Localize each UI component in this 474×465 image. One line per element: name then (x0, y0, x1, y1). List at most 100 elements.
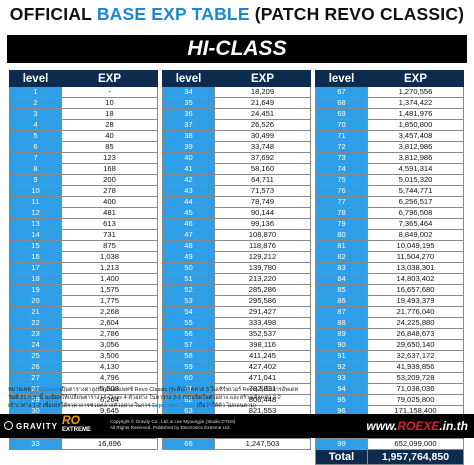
table-row: 21 2,268 (9, 306, 158, 318)
table-row: 15 875 (9, 240, 158, 252)
exp-cell: 24,451 (214, 108, 311, 120)
table-row: 56 352,537 (162, 328, 311, 340)
table-row: 41 58,160 (162, 163, 311, 175)
table-row: 29 6,264 (9, 394, 158, 406)
exp-cell: 1,374,422 (367, 97, 464, 109)
table-row: 68 1,374,422 (315, 97, 464, 109)
table-row: 16 1,038 (9, 251, 158, 263)
level-cell: 11 (9, 196, 62, 208)
level-cell: 9 (9, 174, 62, 186)
exp-cell: 24,225,880 (367, 317, 464, 329)
exp-cell: 1,213 (61, 262, 158, 274)
website-link[interactable]: www.ROEXE.in.th (366, 419, 468, 433)
exp-cell: 285,286 (214, 284, 311, 296)
exp-cell: 1,481,976 (367, 108, 464, 120)
level-cell: 90 (315, 339, 368, 351)
level-cell: 1 (9, 86, 62, 98)
exp-cell: 1,270,556 (367, 86, 464, 98)
exp-cell: 427,402 (214, 361, 311, 373)
table-header: level EXP (9, 70, 158, 87)
ro-extreme-logo: RO EXTREME (62, 414, 92, 434)
exp-table-col3: level EXP 67 1,270,556 68 1,374,422 69 1,481,… (315, 70, 464, 465)
exp-cell: 400 (61, 196, 158, 208)
exp-cell: 731 (61, 229, 158, 241)
table-row: 91 32,637,172 (315, 350, 464, 362)
table-row: 75 5,015,320 (315, 174, 464, 186)
exp-cell: 3,457,408 (367, 130, 464, 142)
level-cell: 86 (315, 295, 368, 307)
exp-cell: 6,264 (61, 394, 158, 406)
exp-cell: 40 (61, 130, 158, 142)
exp-cell: 200 (61, 174, 158, 186)
level-cell: 74 (315, 163, 368, 175)
table-row: 46 99,136 (162, 218, 311, 230)
table-row: 86 19,493,379 (315, 295, 464, 307)
table-row: 90 29,650,140 (315, 339, 464, 351)
level-cell: 7 (9, 152, 62, 164)
extreme-logo-text: EXTREME (62, 427, 92, 433)
exp-cell: 90,144 (214, 207, 311, 219)
table-row: 18 1,400 (9, 273, 158, 285)
exp-cell: 139,780 (214, 262, 311, 274)
exp-cell: 10 (61, 97, 158, 109)
level-cell: 26 (9, 361, 62, 373)
level-cell: 70 (315, 119, 368, 131)
table-row: 40 37,692 (162, 152, 311, 164)
table-row: 84 14,803,402 (315, 273, 464, 285)
table-row: 50 139,780 (162, 262, 311, 274)
exp-header: EXP (61, 70, 158, 87)
exp-cell: 21,649 (214, 97, 311, 109)
exp-cell: 2,604 (61, 317, 158, 329)
level-cell: 42 (162, 174, 215, 186)
gravity-logo: GRAVITY (4, 421, 58, 431)
level-header: level (315, 70, 368, 87)
level-cell: 53 (162, 295, 215, 307)
table-row: 9 200 (9, 174, 158, 186)
exp-cell: - (61, 86, 158, 98)
level-cell: 51 (162, 273, 215, 285)
exp-cell: 1,038 (61, 251, 158, 263)
exp-header: EXP (367, 70, 464, 87)
footnote: หมายเหตุ : Hi-Class เป็นตารางค่าสูงที่สุ… (8, 386, 468, 410)
table-row: 66 1,247,503 (162, 438, 311, 450)
table-row: 26 4,130 (9, 361, 158, 373)
table-row: 10 278 (9, 185, 158, 197)
table-row: 83 13,038,301 (315, 262, 464, 274)
exp-cell: 129,212 (214, 251, 311, 263)
level-cell: 99 (315, 438, 368, 450)
table-row: 71 3,457,408 (315, 130, 464, 142)
level-cell: 91 (315, 350, 368, 362)
table-row: 78 6,796,508 (315, 207, 464, 219)
table-row: 1- (9, 86, 158, 98)
exp-cell: 295,586 (214, 295, 311, 307)
gravity-logo-text: GRAVITY (16, 422, 58, 431)
level-cell: 23 (9, 328, 62, 340)
exp-cell: 6,256,517 (367, 196, 464, 208)
table-row: 57 398,116 (162, 339, 311, 351)
exp-cell: 3,812,986 (367, 152, 464, 164)
level-cell: 58 (162, 350, 215, 362)
level-cell: 10 (9, 185, 62, 197)
level-cell: 69 (315, 108, 368, 120)
level-cell: 5 (9, 130, 62, 142)
exp-cell: 19,493,379 (367, 295, 464, 307)
exp-cell: 33,748 (214, 141, 311, 153)
table-row: 19 1,575 (9, 284, 158, 296)
level-cell: 93 (315, 372, 368, 384)
level-cell: 54 (162, 306, 215, 318)
table-row: 39 33,748 (162, 141, 311, 153)
class-banner: HI-CLASS (7, 35, 467, 63)
exp-cell: 99,136 (214, 218, 311, 230)
level-cell: 13 (9, 218, 62, 230)
exp-cell: 168 (61, 163, 158, 175)
level-cell: 83 (315, 262, 368, 274)
exp-cell: 4,796 (61, 372, 158, 384)
exp-cell: 28 (61, 119, 158, 131)
table-row: 81 10,049,195 (315, 240, 464, 252)
table-row: 53 295,586 (162, 295, 311, 307)
level-cell: 50 (162, 262, 215, 274)
exp-cell: 11,504,270 (367, 251, 464, 263)
table-row: 77 6,256,517 (315, 196, 464, 208)
exp-cell: 7,365,464 (367, 218, 464, 230)
table-row: 44 78,749 (162, 196, 311, 208)
